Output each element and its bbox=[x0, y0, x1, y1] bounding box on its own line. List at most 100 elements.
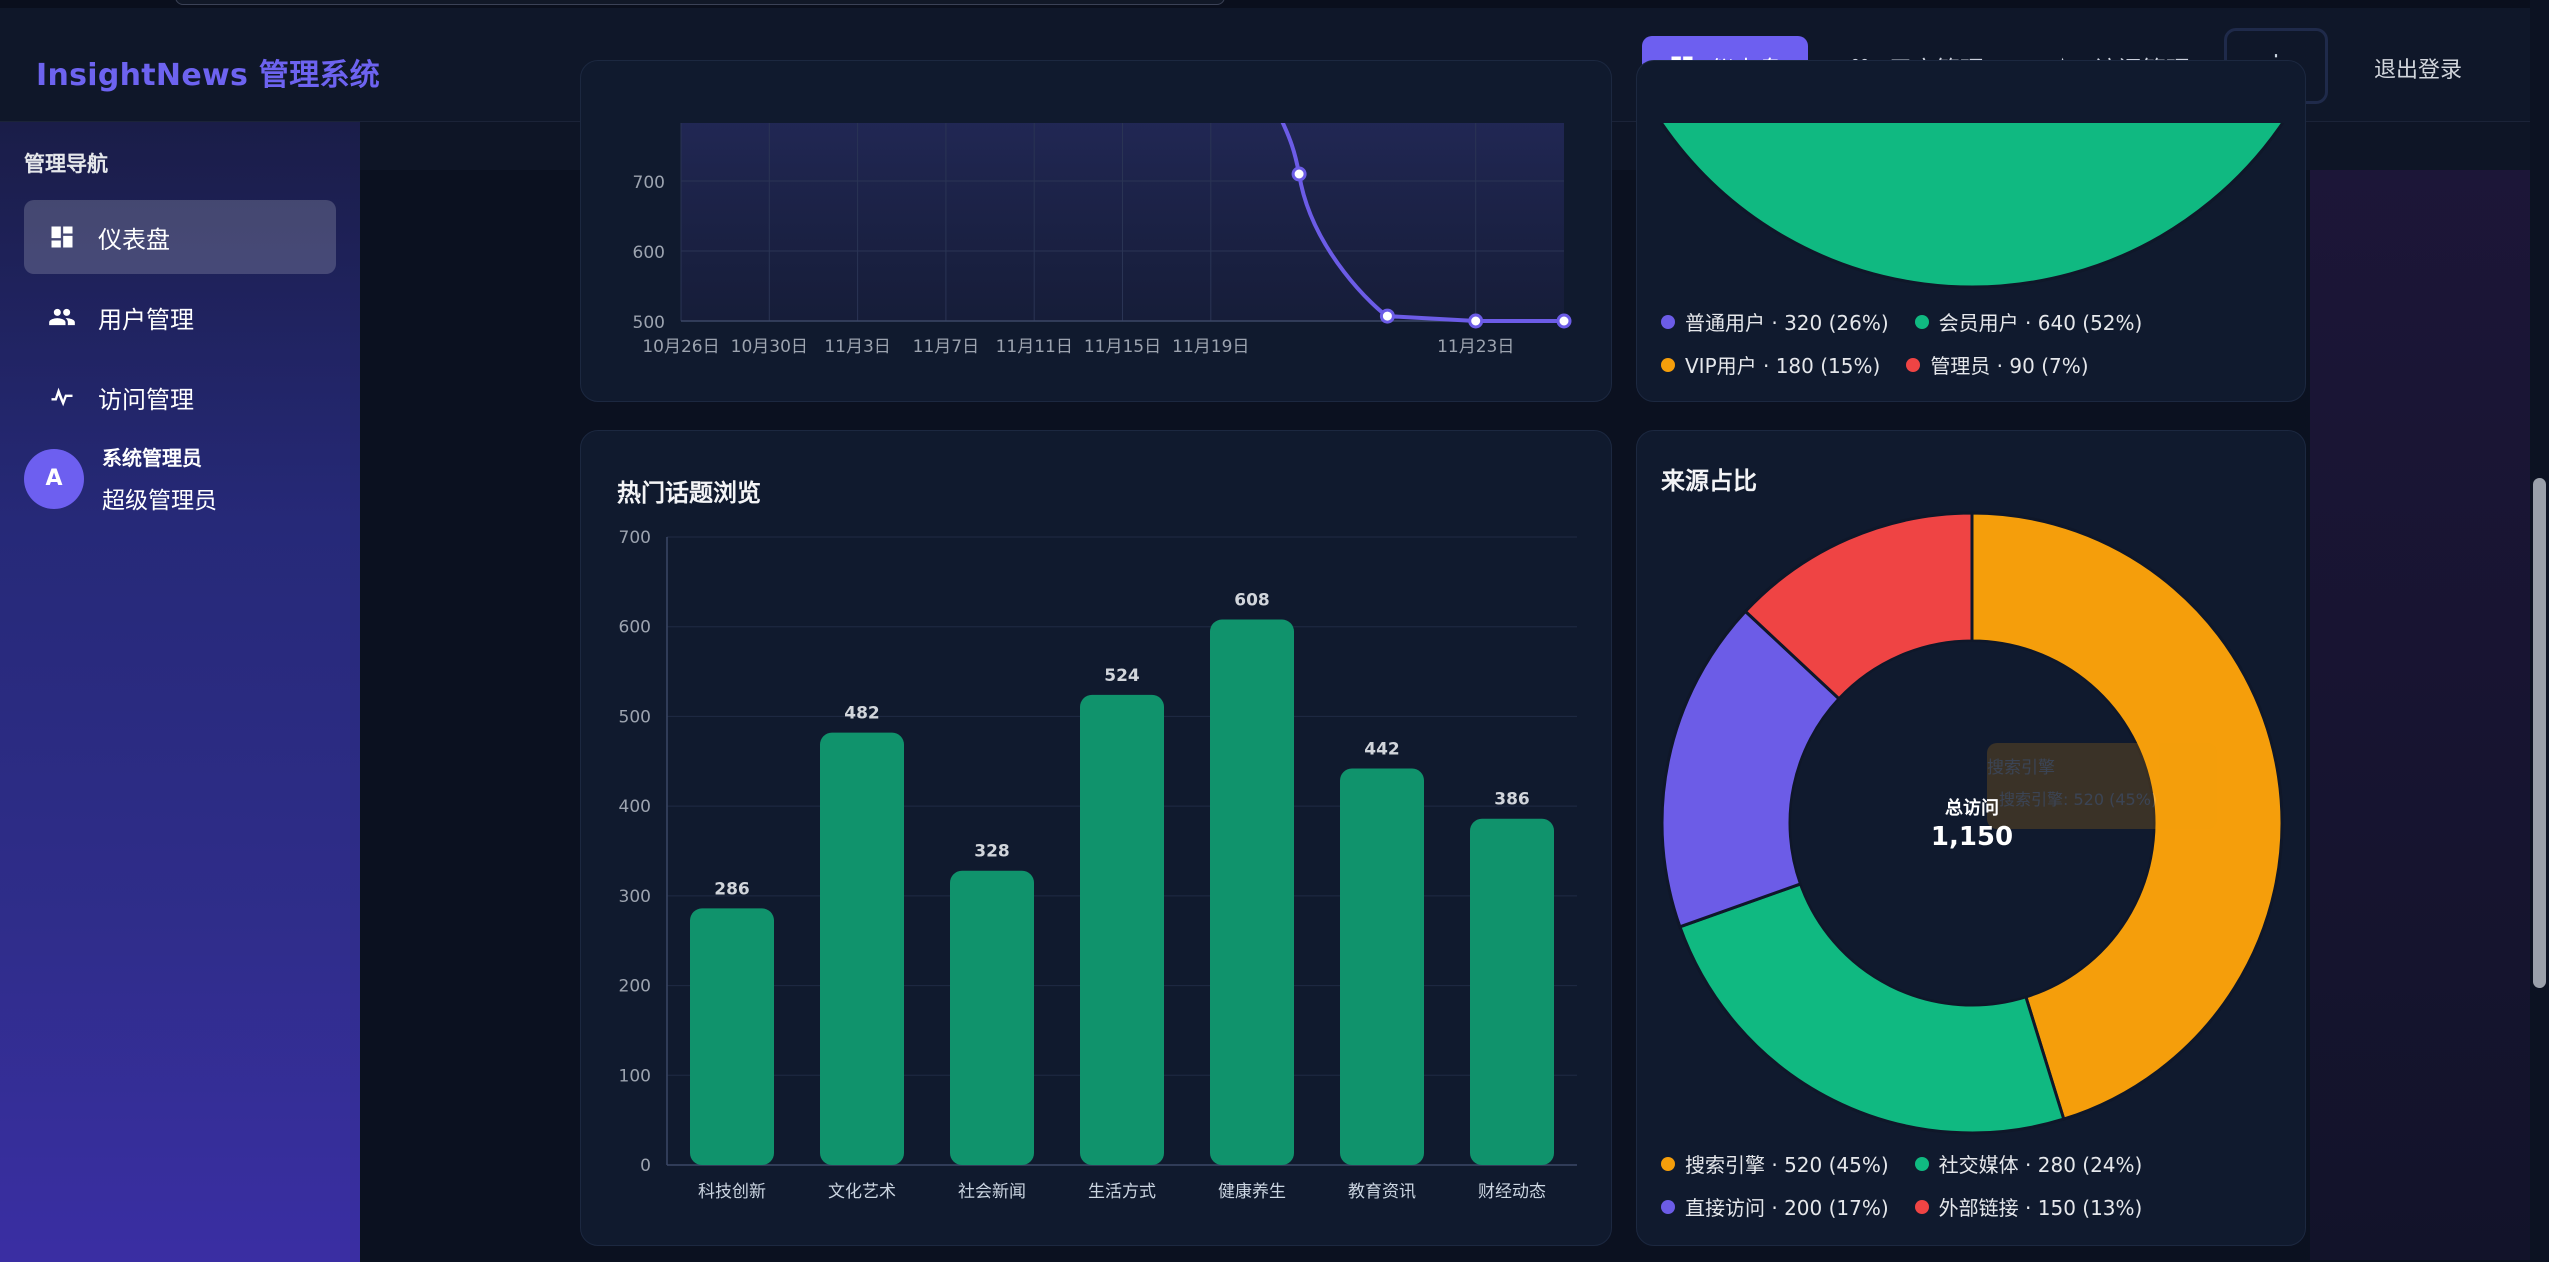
legend-dot bbox=[1914, 1156, 1929, 1171]
topic-bar bbox=[1210, 619, 1294, 1165]
legend-item[interactable]: 管理员 · 90 (7%) bbox=[1906, 350, 2089, 379]
bar-value-label: 608 bbox=[1234, 591, 1270, 611]
source-legend: 搜索引擎 · 520 (45%) 社交媒体 · 280 (24%) 直接访问 ·… bbox=[1661, 1149, 2281, 1221]
x-tick-label: 10月30日 bbox=[731, 337, 808, 357]
legend-label: 直接访问 · 200 (17%) bbox=[1685, 1196, 1889, 1220]
line-point bbox=[1291, 166, 1307, 182]
y-tick-label: 300 bbox=[619, 887, 651, 907]
tooltip-box bbox=[1987, 743, 2217, 829]
page-scrollbar[interactable] bbox=[2530, 0, 2549, 1262]
dashboard-icon bbox=[51, 226, 73, 248]
x-tick-label: 文化艺术 bbox=[828, 1182, 896, 1202]
sidebar-item-label: 用户管理 bbox=[98, 305, 194, 334]
user-type-card: 普通用户 · 320 (26%) 会员用户 · 640 (52%) VIP用户 … bbox=[1636, 60, 2306, 402]
x-tick-label: 11月15日 bbox=[1084, 337, 1161, 357]
legend-item[interactable]: 外部链接 · 150 (13%) bbox=[1914, 1192, 2142, 1221]
legend-dot bbox=[1914, 1199, 1929, 1214]
sidebar-item-users[interactable]: 用户管理 bbox=[24, 280, 336, 354]
line-point bbox=[1556, 313, 1572, 329]
source-slice bbox=[1743, 511, 1974, 701]
legend-item[interactable]: VIP用户 · 180 (15%) bbox=[1661, 350, 1880, 379]
topic-bar bbox=[820, 732, 904, 1165]
user-role: 系统管理员 bbox=[102, 446, 202, 470]
x-tick-label: 10月26日 bbox=[642, 337, 719, 357]
x-tick-label: 11月11日 bbox=[996, 337, 1073, 357]
scrollbar-thumb[interactable] bbox=[2533, 478, 2546, 988]
avatar: A bbox=[24, 448, 84, 509]
bar-value-label: 386 bbox=[1494, 790, 1530, 810]
y-tick-label: 600 bbox=[619, 618, 651, 638]
legend-dot bbox=[1661, 314, 1675, 329]
bar-value-label: 482 bbox=[844, 704, 880, 724]
x-tick-label: 11月19日 bbox=[1172, 337, 1249, 357]
trend-line-chart[interactable]: 500 600 700 10月26日 10月30日 11月3日 11月7日 11月11日 11月… bbox=[581, 61, 1613, 403]
donut-center-value: 1,150 bbox=[1931, 822, 2013, 852]
tooltip-title: 搜索引擎 bbox=[1987, 758, 2055, 778]
legend-item[interactable]: 直接访问 · 200 (17%) bbox=[1661, 1192, 1889, 1221]
browser-url-bar[interactable] bbox=[175, 0, 1225, 5]
legend-label: VIP用户 · 180 (15%) bbox=[1685, 354, 1881, 378]
source-slice bbox=[1677, 882, 2066, 1135]
user-type-slice bbox=[1659, 123, 2285, 289]
users-icon bbox=[49, 308, 75, 326]
y-tick-label: 400 bbox=[619, 797, 651, 817]
bar-value-label: 442 bbox=[1364, 739, 1400, 759]
topics-chart-card: 热门话题浏览 0 100 200 300 400 500 600 700 286 科技创新 482 文… bbox=[580, 430, 1612, 1246]
y-tick-label: 0 bbox=[640, 1156, 651, 1176]
card-title: 来源占比 bbox=[1661, 467, 1757, 495]
sidebar-user-profile[interactable]: A 系统管理员 超级管理员 bbox=[24, 442, 217, 515]
x-tick-label: 健康养生 bbox=[1218, 1182, 1286, 1202]
topic-bar bbox=[1080, 694, 1164, 1165]
y-tick-label: 600 bbox=[633, 243, 665, 263]
x-tick-label: 科技创新 bbox=[698, 1182, 766, 1202]
topic-bar bbox=[1470, 818, 1554, 1165]
x-tick-label: 社会新闻 bbox=[958, 1182, 1026, 1202]
card-title: 热门话题浏览 bbox=[617, 479, 761, 507]
source-chart-card: 来源占比 搜索引擎 搜索引擎: 520 (45%) 总访问 1,150 搜索引擎 · … bbox=[1636, 430, 2306, 1246]
topic-bar bbox=[1340, 768, 1424, 1165]
bar-value-label: 328 bbox=[974, 842, 1010, 862]
bar-value-label: 286 bbox=[714, 879, 750, 899]
legend-dot bbox=[1661, 1156, 1675, 1171]
line-point bbox=[1468, 313, 1484, 329]
source-slice bbox=[1660, 609, 1842, 929]
legend-label: 会员用户 · 640 (52%) bbox=[1938, 311, 2143, 335]
legend-label: 搜索引擎 · 520 (45%) bbox=[1685, 1153, 1889, 1177]
main-background-glow bbox=[2310, 170, 2540, 1260]
legend-label: 社交媒体 · 280 (24%) bbox=[1938, 1153, 2143, 1177]
legend-dot bbox=[1914, 314, 1929, 329]
source-slice bbox=[1970, 511, 2284, 1121]
sidebar-item-label: 仪表盘 bbox=[98, 225, 170, 254]
x-tick-label: 11月3日 bbox=[824, 337, 890, 357]
sidebar-item-visits[interactable]: 访问管理 bbox=[24, 360, 336, 434]
line-point bbox=[1379, 308, 1395, 324]
topic-bar bbox=[950, 870, 1034, 1165]
y-tick-label: 200 bbox=[619, 977, 651, 997]
brand-title[interactable]: InsightNews 管理系统 bbox=[36, 58, 381, 93]
legend-item[interactable]: 搜索引擎 · 520 (45%) bbox=[1661, 1149, 1889, 1178]
legend-dot bbox=[1661, 1199, 1675, 1214]
trend-chart-card: 500 600 700 10月26日 10月30日 11月3日 11月7日 11月11日 11月… bbox=[580, 60, 1612, 402]
donut-center-label: 总访问 bbox=[1945, 797, 1999, 819]
sidebar-item-dashboard[interactable]: 仪表盘 bbox=[24, 200, 336, 274]
y-tick-label: 500 bbox=[633, 313, 665, 333]
x-tick-label: 财经动态 bbox=[1478, 1182, 1546, 1202]
legend-item[interactable]: 普通用户 · 320 (26%) bbox=[1661, 307, 1889, 336]
trend-line bbox=[1280, 123, 1564, 323]
activity-icon bbox=[51, 387, 73, 407]
user-type-donut-chart[interactable] bbox=[1637, 61, 2306, 402]
bar-value-label: 524 bbox=[1104, 666, 1140, 686]
sidebar-title: 管理导航 bbox=[24, 152, 108, 176]
legend-dot bbox=[1906, 357, 1921, 372]
legend-item[interactable]: 社交媒体 · 280 (24%) bbox=[1914, 1149, 2143, 1178]
x-tick-label: 11月7日 bbox=[913, 337, 979, 357]
y-tick-label: 500 bbox=[619, 707, 651, 727]
donut-hole bbox=[1791, 642, 2153, 1004]
legend-dot bbox=[1661, 357, 1675, 372]
legend-label: 普通用户 · 320 (26%) bbox=[1685, 311, 1889, 335]
logout-button[interactable]: 退出登录 bbox=[2374, 58, 2463, 83]
topics-bar-chart[interactable]: 0 100 200 300 400 500 600 700 286 科技创新 482 文化艺术 328 社… bbox=[581, 431, 1613, 1247]
user-donut-group bbox=[1659, 123, 2285, 289]
legend-item[interactable]: 会员用户 · 640 (52%) bbox=[1914, 307, 2143, 336]
